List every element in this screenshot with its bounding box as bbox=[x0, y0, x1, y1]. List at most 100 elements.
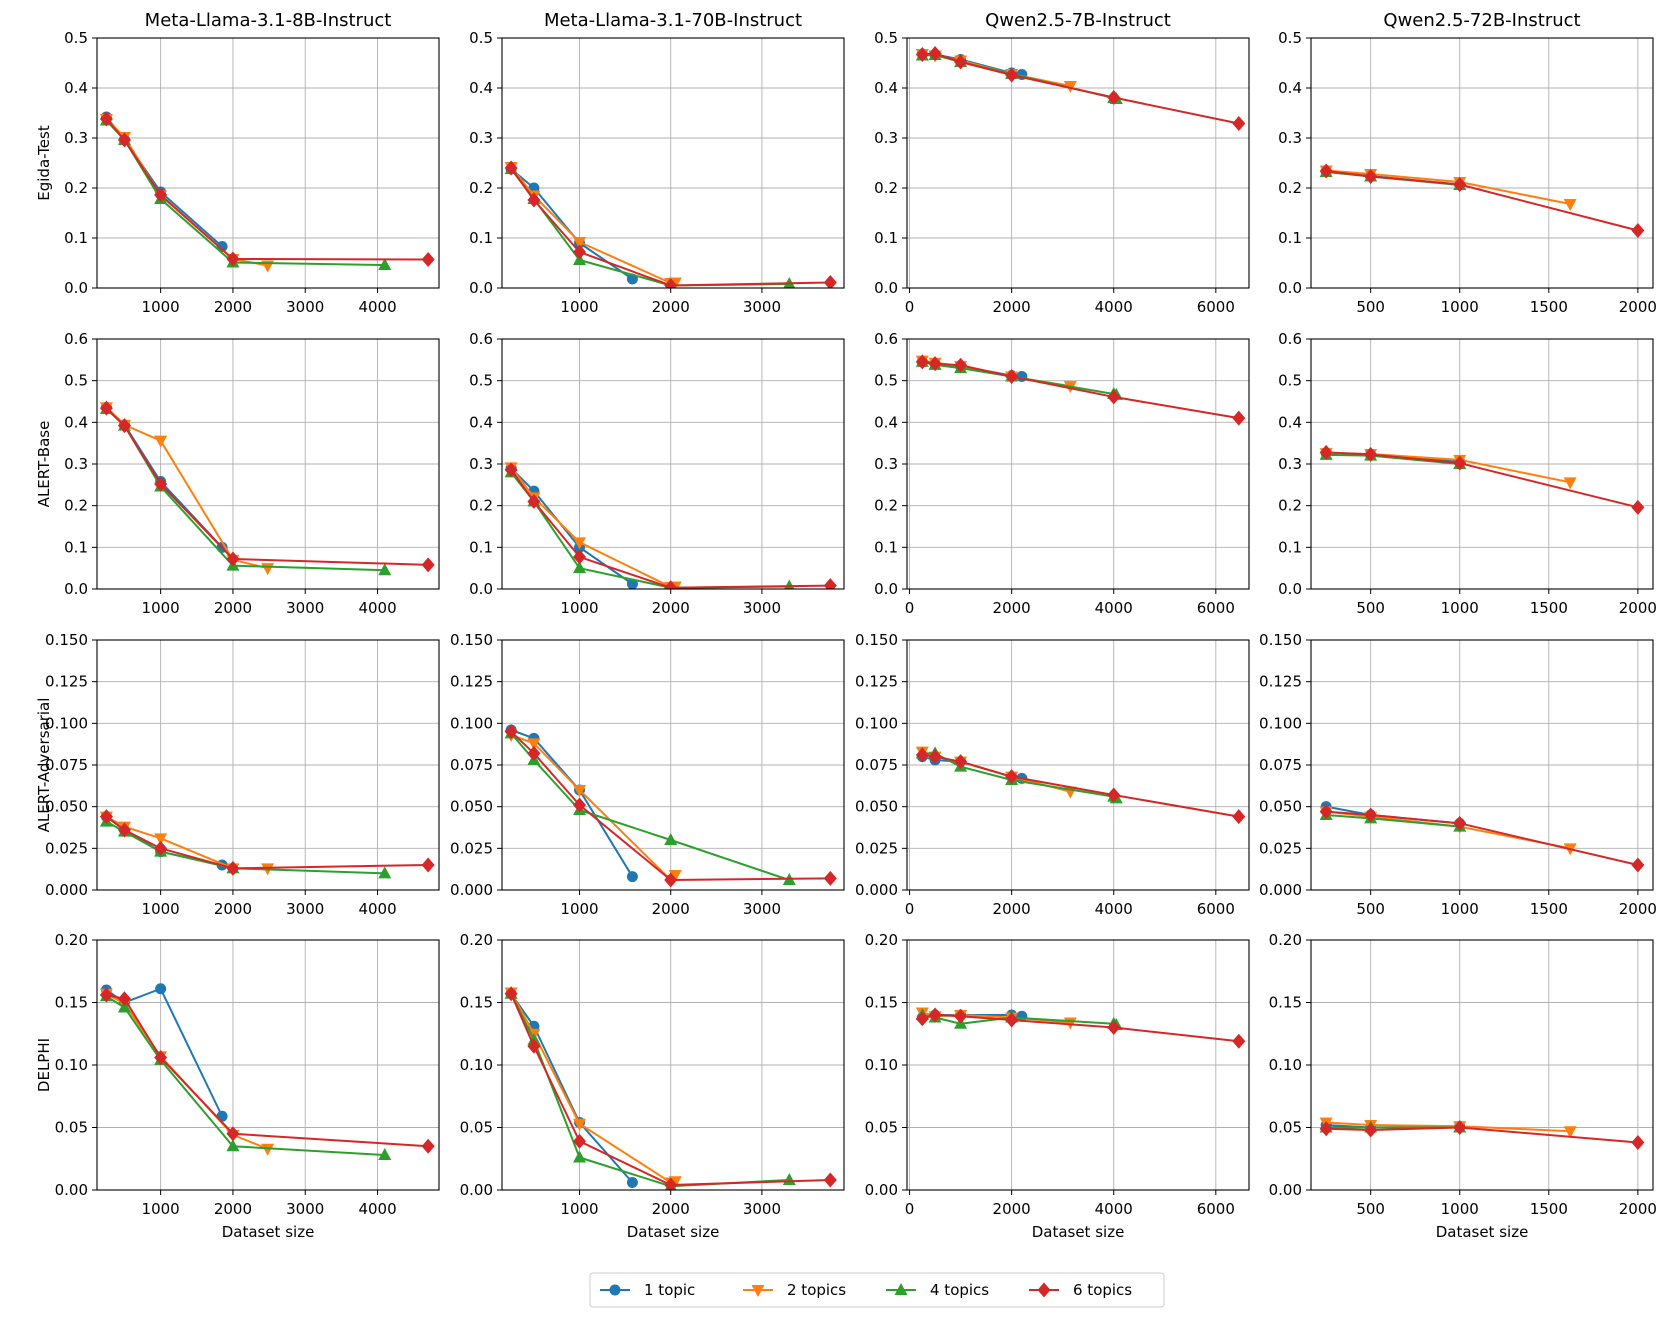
x-tick-label: 3000 bbox=[286, 599, 324, 617]
series-line-2-topics bbox=[1326, 452, 1571, 484]
y-tick-label: 0.10 bbox=[865, 1056, 898, 1074]
point-1-topic bbox=[626, 1177, 638, 1188]
y-tick-label: 0.150 bbox=[855, 631, 898, 649]
x-tick-label: 500 bbox=[1356, 599, 1385, 617]
row-label: ALERT-Adversarial bbox=[35, 698, 53, 833]
x-tick-label: 500 bbox=[1356, 298, 1385, 316]
point-6-topics bbox=[1364, 807, 1378, 823]
point-6-topics bbox=[954, 754, 968, 770]
panel-frame bbox=[1310, 37, 1654, 289]
panel-r3-c3: 500 1000 1500 2000 0.00 0.05 0.10 0.15 0.20 Datas… bbox=[1269, 931, 1657, 1241]
x-tick-label: 3000 bbox=[286, 900, 324, 918]
point-2-topics bbox=[668, 870, 682, 882]
y-tick-label: 0.5 bbox=[1278, 372, 1302, 390]
series-line-6-topics bbox=[1326, 1126, 1638, 1144]
point-6-topics bbox=[573, 1133, 587, 1149]
point-4-topics bbox=[378, 1148, 392, 1160]
x-tick-label: 6000 bbox=[1197, 298, 1235, 316]
series-line-4-topics bbox=[510, 471, 790, 589]
legend-marker-4-topics bbox=[894, 1283, 908, 1295]
x-tick-label: 4000 bbox=[1095, 599, 1133, 617]
point-2-topics bbox=[261, 1143, 275, 1156]
y-tick-label: 0.20 bbox=[460, 931, 493, 949]
point-6-topics bbox=[117, 822, 131, 838]
y-tick-label: 0.1 bbox=[469, 538, 493, 556]
point-2-topics bbox=[261, 563, 275, 576]
series-line-4-topics bbox=[510, 168, 790, 287]
series-line-6-topics bbox=[1326, 170, 1639, 232]
y-tick-label: 0.1 bbox=[469, 229, 493, 247]
x-tick-label: 1000 bbox=[142, 900, 180, 918]
x-tick-label: 1000 bbox=[1441, 900, 1479, 918]
point-6-topics bbox=[504, 986, 518, 1002]
y-tick-label: 0.2 bbox=[1278, 497, 1302, 515]
x-tick-label: 0 bbox=[905, 1200, 915, 1218]
x-tick-label: 4000 bbox=[358, 1200, 396, 1218]
series-line-2-topics bbox=[105, 118, 268, 267]
panel-r3-c1: 1000 2000 3000 0.00 0.05 0.10 0.15 0.20 Dataset … bbox=[460, 931, 845, 1241]
point-6-topics bbox=[1319, 1121, 1333, 1137]
panel-r2-c3: 500 1000 1500 2000 0.000 0.025 0.050 0.075 0.100… bbox=[1259, 631, 1657, 918]
x-axis-label: Dataset size bbox=[627, 1223, 720, 1241]
y-tick-label: 0.125 bbox=[855, 673, 898, 691]
x-tick-label: 2000 bbox=[652, 599, 690, 617]
point-6-topics bbox=[954, 1008, 968, 1024]
x-tick-label: 500 bbox=[1356, 1200, 1385, 1218]
point-6-topics bbox=[1364, 1122, 1378, 1138]
point-6-topics bbox=[664, 872, 678, 888]
x-tick-label: 0 bbox=[905, 599, 915, 617]
x-tick-label: 2000 bbox=[214, 900, 252, 918]
series-line-2-topics bbox=[510, 992, 676, 1184]
x-tick-label: 1000 bbox=[1441, 1200, 1479, 1218]
point-6-topics bbox=[915, 354, 929, 370]
point-6-topics bbox=[1319, 804, 1333, 820]
point-4-topics bbox=[573, 1150, 587, 1163]
series-line-6-topics bbox=[106, 994, 429, 1148]
y-tick-label: 0.4 bbox=[64, 413, 88, 431]
y-tick-label: 0.2 bbox=[64, 179, 88, 197]
series-line-6-topics bbox=[1326, 810, 1639, 866]
x-tick-label: 1500 bbox=[1530, 1200, 1568, 1218]
x-tick-label: 1000 bbox=[560, 599, 598, 617]
panel-r1-c2: 0 2000 4000 6000 0.0 0.1 0.2 0.3 0.4 0.5 0.6 bbox=[874, 330, 1250, 617]
point-4-topics bbox=[226, 1139, 240, 1152]
x-tick-label: 2000 bbox=[993, 900, 1031, 918]
point-2-topics bbox=[527, 738, 541, 751]
x-tick-label: 2000 bbox=[1619, 599, 1657, 617]
point-6-topics bbox=[1453, 815, 1467, 831]
y-tick-label: 0.3 bbox=[469, 455, 493, 473]
panel-r2-c0: 1000 2000 3000 4000 0.000 0.025 0.050 0.075 0.10… bbox=[35, 631, 440, 918]
y-tick-label: 0.050 bbox=[1259, 798, 1302, 816]
point-6-topics bbox=[154, 476, 168, 492]
x-tick-label: 2000 bbox=[214, 599, 252, 617]
panel-r0-c3: 500 1000 1500 2000 0.0 0.1 0.2 0.3 0.4 0.5 Qwen2.5… bbox=[1278, 10, 1657, 316]
point-6-topics bbox=[1631, 223, 1645, 238]
row-label: DELPHI bbox=[35, 1038, 53, 1092]
y-tick-label: 0.025 bbox=[1259, 839, 1302, 857]
point-6-topics bbox=[1631, 499, 1645, 515]
legend-label: 6 topics bbox=[1073, 1281, 1132, 1299]
point-2-topics bbox=[154, 833, 168, 846]
y-tick-label: 0.0 bbox=[64, 580, 88, 598]
y-tick-label: 0.6 bbox=[1278, 330, 1302, 348]
y-tick-label: 0.10 bbox=[55, 1056, 88, 1074]
y-tick-label: 0.1 bbox=[1278, 538, 1302, 556]
point-6-topics bbox=[226, 860, 240, 876]
point-6-topics bbox=[421, 857, 435, 873]
y-tick-label: 0.2 bbox=[1278, 179, 1302, 197]
point-6-topics bbox=[1453, 177, 1467, 192]
point-6-topics bbox=[1232, 809, 1246, 825]
x-tick-label: 2000 bbox=[993, 298, 1031, 316]
y-tick-label: 0.1 bbox=[874, 538, 898, 556]
y-tick-label: 0.100 bbox=[45, 714, 88, 732]
y-tick-label: 0.2 bbox=[469, 179, 493, 197]
y-tick-label: 0.100 bbox=[1259, 714, 1302, 732]
y-tick-label: 0.4 bbox=[64, 79, 88, 97]
series-line-2-topics bbox=[1326, 1121, 1571, 1133]
point-4-topics bbox=[378, 258, 392, 270]
series-line-2-topics bbox=[1326, 169, 1571, 205]
y-tick-label: 0.025 bbox=[450, 839, 493, 857]
point-6-topics bbox=[915, 47, 929, 62]
point-6-topics bbox=[99, 987, 113, 1003]
y-tick-label: 0.025 bbox=[855, 839, 898, 857]
